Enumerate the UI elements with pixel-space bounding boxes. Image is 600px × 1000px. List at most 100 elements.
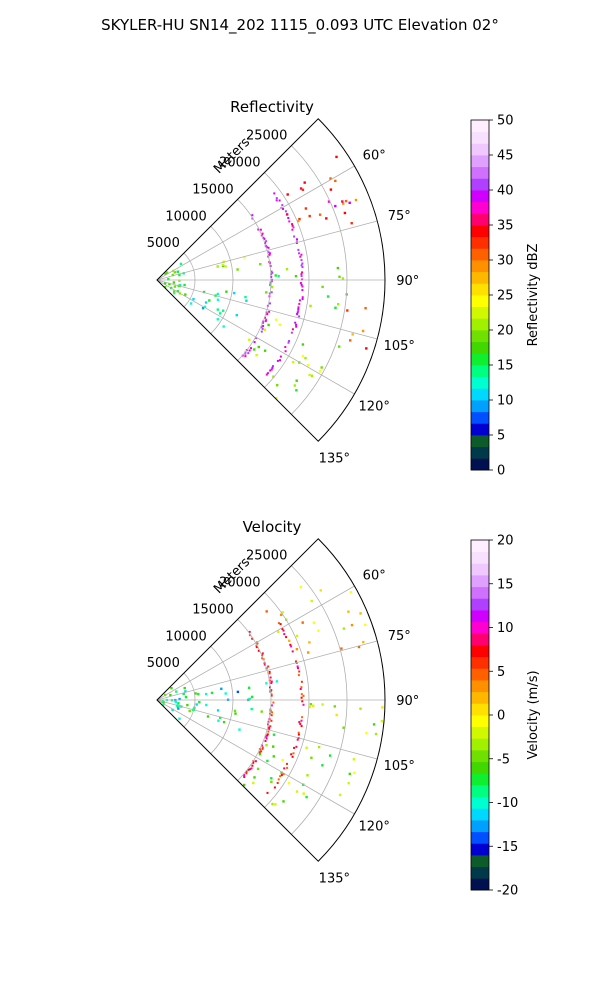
clutter-cell — [297, 731, 300, 734]
colorbar-swatch — [471, 236, 489, 249]
range-tick-label: 10000 — [165, 629, 206, 644]
colorbar-swatch — [471, 283, 489, 296]
colorbar-swatch — [471, 376, 489, 389]
echo-cell — [233, 709, 237, 713]
clutter-cell — [270, 280, 273, 283]
azimuth-tick-label: 105° — [384, 339, 415, 354]
echo-cell — [165, 271, 169, 274]
echo-cell — [298, 217, 301, 221]
clutter-cell — [277, 622, 280, 625]
clutter-cell — [301, 289, 304, 292]
range-tick-label: 25000 — [246, 129, 287, 144]
colorbar-swatch — [471, 166, 489, 179]
echo-cell — [342, 627, 346, 630]
clutter-cell — [265, 240, 268, 243]
colorbar-swatch — [471, 726, 489, 739]
azimuth-tick-label: 120° — [359, 819, 390, 834]
clutter-cell — [299, 688, 302, 690]
colorbar-label: Reflectivity dBZ — [526, 244, 541, 347]
echo-cell — [270, 780, 273, 783]
echo-cell — [189, 302, 193, 305]
colorbar-swatch — [471, 866, 489, 879]
echo-cell — [381, 706, 384, 709]
clutter-cell — [266, 791, 269, 794]
clutter-cell — [270, 714, 273, 717]
clutter-cell — [270, 682, 273, 684]
clutter-cell — [300, 696, 303, 699]
echo-cell — [236, 268, 239, 271]
clutter-cell — [264, 320, 267, 323]
echo-cell — [258, 753, 262, 756]
clutter-cell — [248, 630, 251, 633]
colorbar-swatch — [471, 761, 489, 774]
colorbar: -20 -15 -10 -5 0 5 10 15 20 Velocity (m/s) — [470, 534, 541, 899]
clutter-cell — [300, 259, 303, 262]
echo-cell — [306, 774, 309, 777]
colorbar-tick-label: 25 — [497, 289, 514, 304]
echo-cell — [182, 692, 185, 695]
echo-cell — [308, 373, 311, 377]
colorbar-swatch — [471, 178, 489, 191]
colorbar-swatch — [471, 330, 489, 343]
panel-reflectivity: Reflectivity500010000150002000025000Mete… — [147, 98, 541, 479]
echo-cell — [272, 745, 275, 748]
clutter-cell — [243, 776, 246, 778]
echo-cell — [243, 256, 246, 259]
clutter-cell — [261, 652, 264, 655]
clutter-cell — [255, 337, 258, 340]
clutter-cell — [284, 346, 287, 348]
clutter-cell — [266, 313, 269, 316]
echo-cell — [302, 792, 305, 795]
subplot-title: Velocity — [243, 518, 302, 536]
clutter-cell — [295, 662, 298, 664]
clutter-cell — [250, 347, 252, 350]
range-tick-label: 5000 — [147, 236, 180, 251]
azimuth-tick-label: 75° — [388, 629, 411, 644]
clutter-cell — [267, 730, 270, 733]
echo-cell — [170, 687, 173, 690]
echo-cell — [219, 716, 222, 719]
colorbar-swatch — [471, 458, 489, 471]
clutter-cell — [273, 786, 276, 789]
clutter-cell — [302, 703, 305, 706]
echo-cell — [224, 265, 227, 268]
colorbar-swatch — [471, 295, 489, 308]
clutter-cell — [296, 311, 299, 314]
echo-cell — [285, 268, 289, 271]
echo-cell — [270, 777, 273, 780]
clutter-cell — [268, 727, 271, 730]
echo-cell — [206, 715, 210, 718]
clutter-cell — [270, 291, 273, 294]
sector-outline — [156, 538, 386, 862]
echo-cell — [334, 204, 337, 208]
echo-cell — [247, 686, 251, 689]
echo-cell — [265, 291, 268, 294]
echo-cell — [205, 703, 208, 707]
clutter-cell — [301, 716, 304, 719]
echo-cell — [327, 200, 331, 203]
echo-cell — [281, 611, 284, 614]
echo-cell — [222, 309, 225, 312]
range-tick-label: 10000 — [165, 209, 206, 224]
echo-field — [163, 155, 368, 400]
clutter-cell — [282, 773, 285, 776]
echo-cell — [304, 357, 307, 360]
clutter-cell — [279, 775, 282, 778]
echo-cell — [204, 301, 208, 304]
colorbar-swatch — [471, 155, 489, 168]
echo-cell — [317, 629, 320, 632]
echo-cell — [265, 682, 268, 685]
clutter-cell — [292, 226, 295, 229]
clutter-cell — [291, 224, 294, 227]
clutter-cell — [268, 310, 271, 313]
clutter-cell — [297, 308, 300, 310]
clutter-cell — [272, 365, 274, 368]
azimuth-tick-label: 135° — [319, 871, 350, 886]
echo-cell — [253, 776, 256, 779]
colorbar-swatch — [471, 843, 489, 856]
echo-cell — [276, 384, 279, 387]
echo-cell — [168, 282, 171, 286]
clutter-cell — [291, 328, 294, 331]
echo-cell — [220, 687, 223, 690]
